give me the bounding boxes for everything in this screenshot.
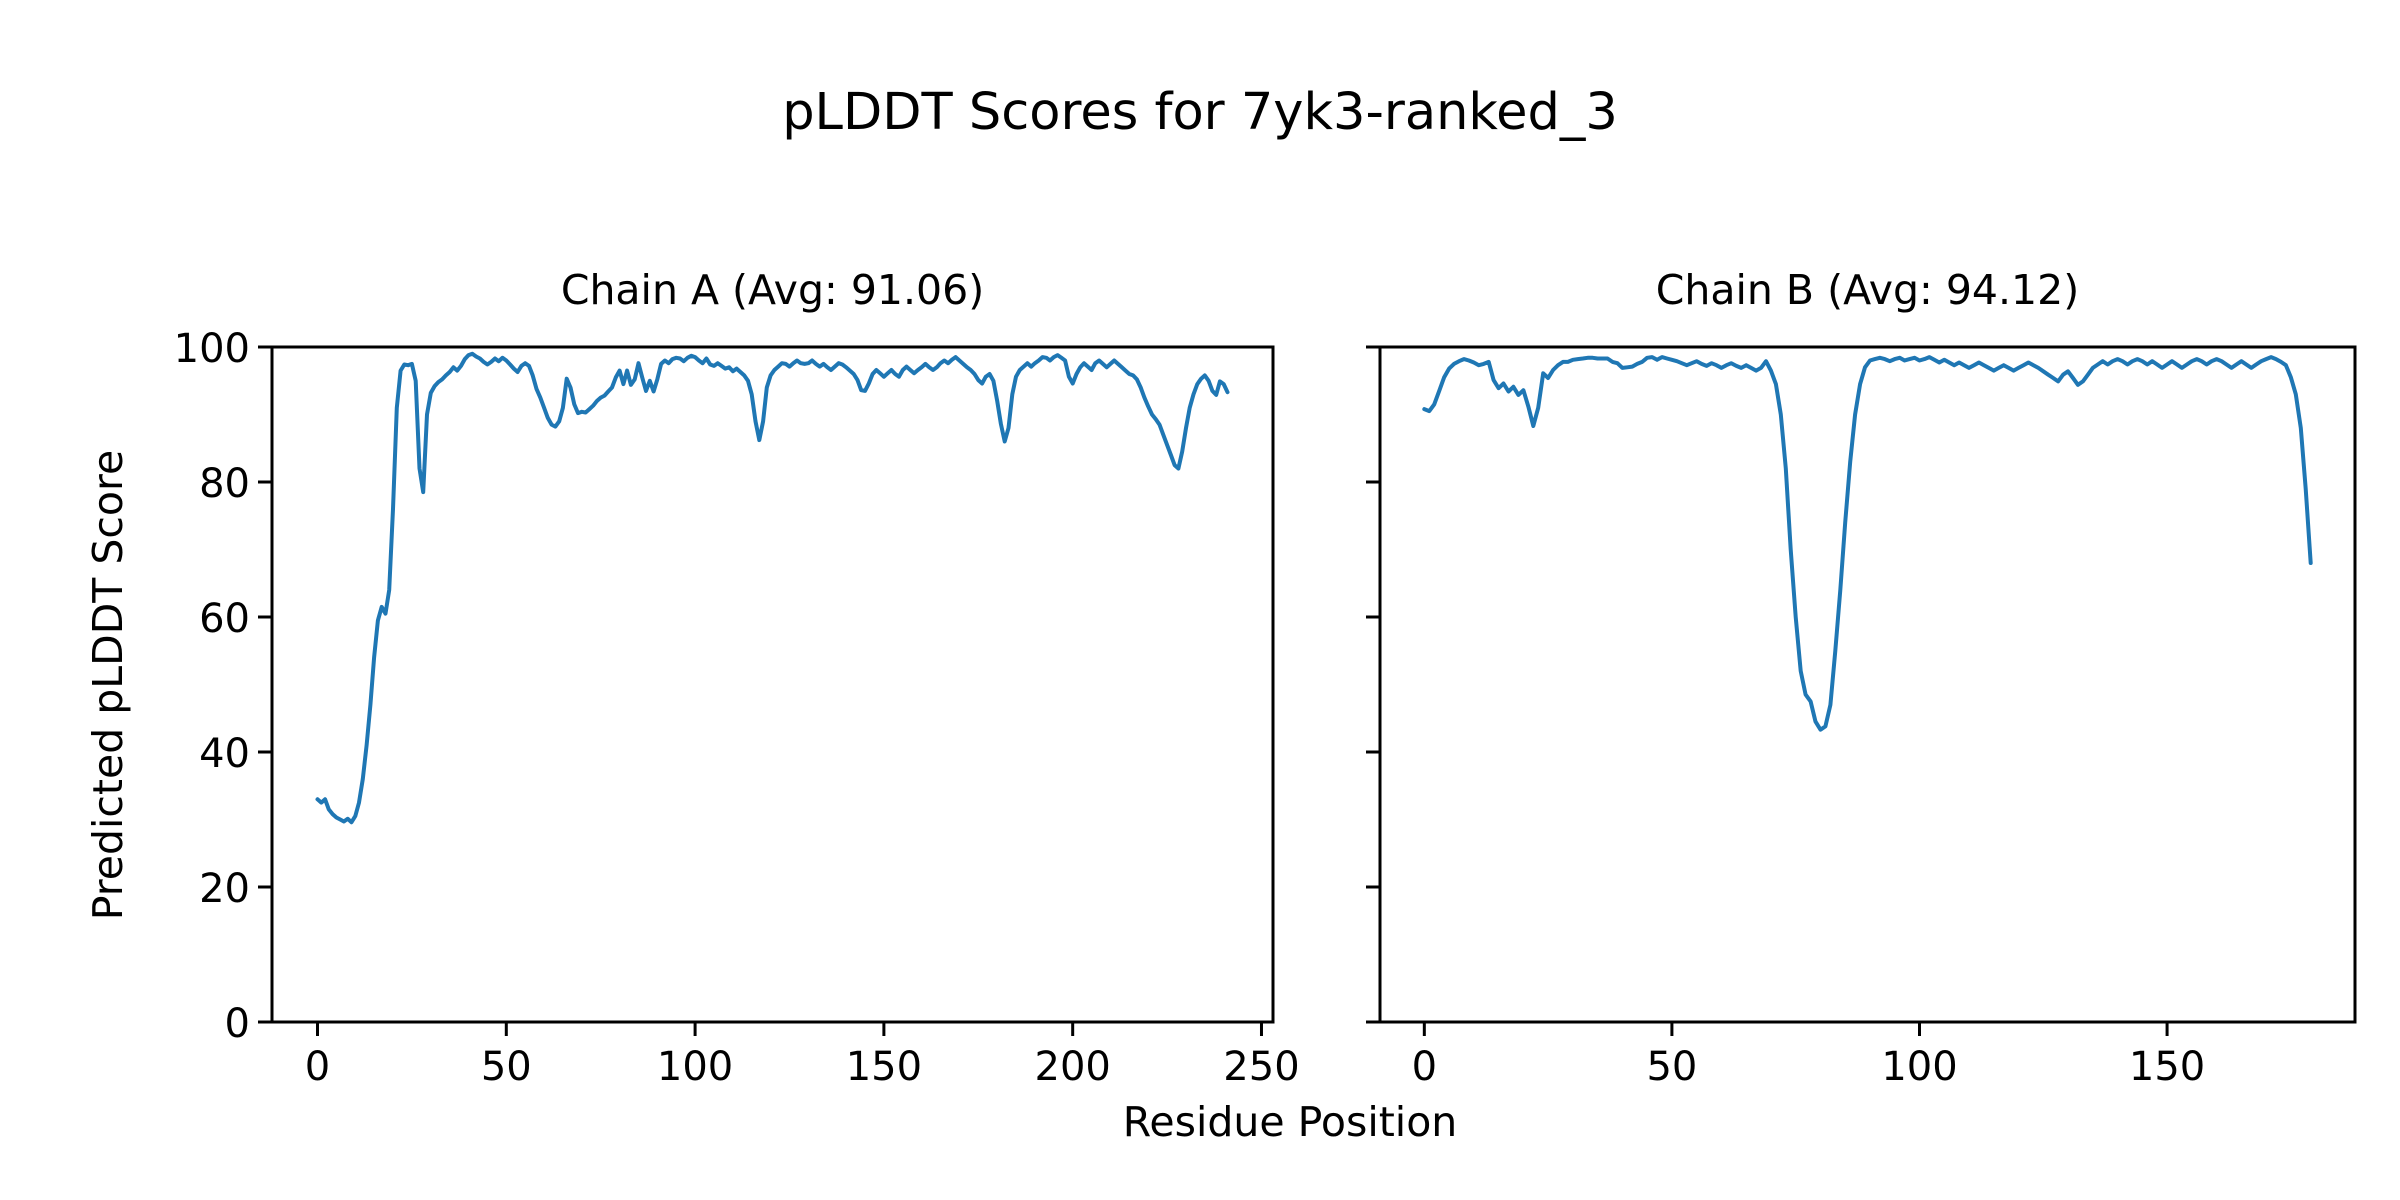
x-tick-label-chain-b: 150 (2129, 1044, 2205, 1090)
x-axis-label: Residue Position (1122, 1098, 1458, 1146)
y-tick-label-chain-a: 0 (225, 1001, 250, 1047)
x-tick-label-chain-a: 50 (481, 1044, 532, 1090)
y-tick-label-chain-a: 60 (199, 596, 250, 642)
plddt-line-chain-b (1422, 355, 2313, 732)
x-tick-label-chain-a: 150 (846, 1044, 922, 1090)
y-tick-label-chain-a: 100 (174, 326, 250, 372)
y-tick-label-chain-a: 20 (199, 866, 250, 912)
subplot-title-chain-b: Chain B (Avg: 94.12) (1655, 266, 2080, 314)
x-tick-label-chain-a: 250 (1223, 1044, 1299, 1090)
x-tick-label-chain-a: 0 (305, 1044, 330, 1090)
axes-box-chain-a (270, 345, 1275, 1024)
plddt-line-chain-a (315, 351, 1230, 825)
subplot-title-chain-a: Chain A (Avg: 91.06) (560, 266, 985, 314)
x-tick-label-chain-a: 100 (657, 1044, 733, 1090)
x-tick-label-chain-b: 50 (1646, 1044, 1697, 1090)
x-tick-label-chain-b: 0 (1412, 1044, 1437, 1090)
axes-box-chain-b (1378, 345, 2357, 1024)
y-tick-label-chain-a: 40 (199, 731, 250, 777)
figure-title: pLDDT Scores for 7yk3-ranked_3 (782, 83, 1618, 142)
x-tick-label-chain-b: 100 (1881, 1044, 1957, 1090)
y-tick-label-chain-a: 80 (199, 461, 250, 507)
x-tick-label-chain-a: 200 (1035, 1044, 1111, 1090)
